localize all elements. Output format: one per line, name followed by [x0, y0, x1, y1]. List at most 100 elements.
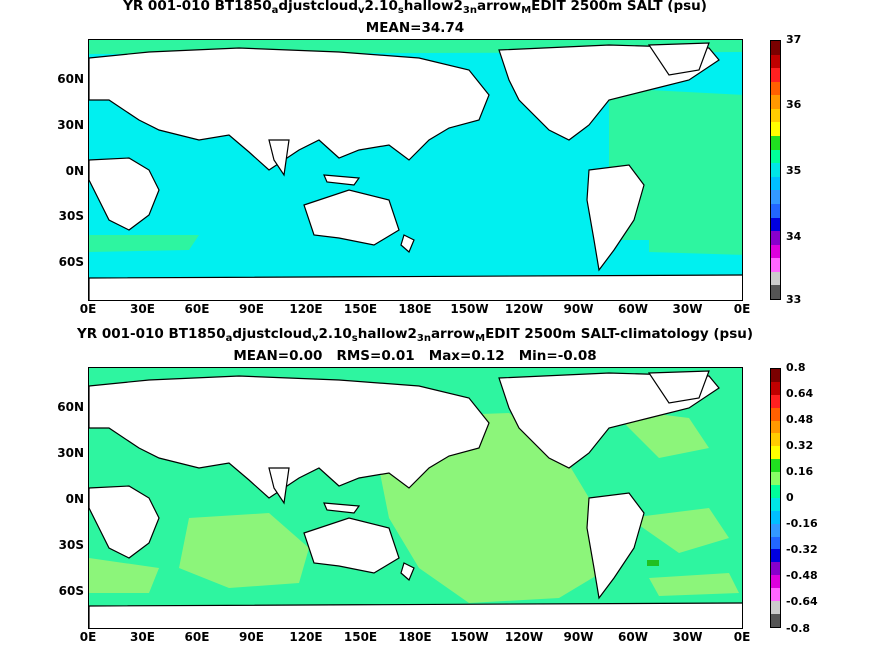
x-tick-label: 90W: [563, 630, 594, 644]
colorbar-swatch: [771, 258, 780, 272]
colorbar-swatch: [771, 549, 780, 563]
eurasia: [89, 47, 490, 171]
colorbar-swatch: [771, 68, 780, 82]
colorbar-swatch: [771, 81, 780, 96]
south-america: [586, 164, 645, 272]
title-subscript: s: [351, 333, 358, 344]
colorbar-swatch: [771, 136, 780, 150]
x-tick-label: 0E: [733, 630, 751, 644]
anomaly-map: [88, 367, 743, 629]
colorbar-swatch: [771, 41, 780, 55]
southern-zone: [89, 235, 199, 252]
panel2-stats: MEAN=0.00 RMS=0.01 Max=0.12 Min=-0.08: [233, 348, 597, 364]
x-tick-label: 150E: [343, 302, 378, 316]
colorbar-swatch: [771, 190, 780, 204]
title-text: arrow: [477, 0, 522, 14]
colorbar-swatch: [771, 575, 780, 589]
y-tick-30S: 30S: [58, 209, 84, 223]
x-tick-label: 120W: [504, 630, 544, 644]
land: [89, 42, 742, 300]
title-subscript: v: [311, 333, 319, 344]
cb1-label: 36: [786, 98, 802, 111]
colorbar-swatch: [771, 588, 780, 602]
title-subscript: v: [358, 5, 365, 16]
new-zealand: [400, 562, 415, 582]
panel1-title: YR 001-010 BT1850adjustcloudv2.10shallow…: [0, 0, 830, 16]
colorbar-swatch: [771, 459, 780, 473]
x-tick-label: 180E: [398, 630, 432, 644]
y-tick-60N: 60N: [57, 72, 84, 86]
colorbar-swatch: [771, 217, 780, 232]
x-tick-label: 120E: [289, 630, 323, 644]
y-tick-0N: 0N: [65, 164, 84, 178]
x-tick-label: 60W: [618, 630, 648, 644]
title-text: 2.10: [318, 326, 352, 342]
colorbar-swatch: [771, 244, 780, 259]
title-text: EDIT 2500m SALT (psu): [531, 0, 707, 14]
cb2-label: 0.8: [786, 361, 806, 374]
cb2-label: 0: [786, 491, 794, 504]
colorbar-swatch: [771, 231, 780, 245]
southern-zone-2: [649, 225, 742, 255]
title-text: 2.10: [364, 0, 398, 14]
x-tick-label: 150W: [450, 302, 489, 316]
colorbar-swatch: [771, 601, 780, 614]
colorbar-swatch: [771, 381, 780, 395]
greenland: [647, 370, 710, 404]
title-subscript: M: [475, 333, 486, 344]
title-subscript: n: [423, 333, 431, 344]
title-text: YR 001-010 BT1850: [123, 0, 272, 14]
title-subscript: s: [397, 5, 404, 16]
indonesia: [323, 174, 361, 186]
title-subscript: a: [271, 5, 279, 16]
colorbar-swatch: [771, 510, 780, 524]
colorbar-swatch: [771, 203, 780, 218]
title-text: arrow: [430, 326, 476, 342]
cb2-label: 0.48: [786, 413, 814, 426]
cb2-label: -0.16: [786, 517, 818, 530]
colorbar-2: [770, 368, 781, 628]
x-tick-label: 60E: [184, 302, 210, 316]
colorbar-swatch: [771, 613, 780, 627]
colorbar-swatch: [771, 485, 780, 498]
x-tick-label: 150W: [450, 630, 489, 644]
title-text: EDIT 2500m SALT-climatology (psu): [485, 326, 754, 342]
x-tick-label: 60W: [618, 302, 648, 316]
x-tick-label: 30W: [672, 630, 703, 644]
colorbar-swatch: [771, 369, 780, 382]
x-tick-label: 180E: [398, 302, 432, 316]
india: [268, 139, 290, 177]
x-tick-label: 30W: [672, 302, 703, 316]
title-subscript: a: [225, 333, 233, 344]
y-tick-30S: 30S: [58, 538, 84, 552]
colorbar-swatch: [771, 562, 780, 576]
antarctica: [89, 602, 742, 628]
north-america: [498, 372, 720, 469]
title-text: djustcloud: [278, 0, 358, 14]
colorbar-1: [770, 40, 781, 300]
colorbar-swatch: [771, 285, 780, 299]
title-text: YR 001-010 BT1850: [76, 326, 226, 342]
y-tick-60N: 60N: [57, 400, 84, 414]
africa: [89, 485, 160, 559]
land: [89, 370, 742, 628]
title-text: djustcloud: [232, 326, 312, 342]
x-tick-label: 90E: [239, 302, 264, 316]
new-zealand: [400, 234, 415, 254]
colorbar-swatch: [771, 108, 780, 123]
title-subscript: M: [521, 5, 532, 16]
y-tick-0N: 0N: [65, 492, 84, 506]
colorbar-swatch: [771, 176, 780, 191]
colorbar-swatch: [771, 149, 780, 164]
cb2-label: -0.48: [786, 569, 818, 582]
colorbar-swatch: [771, 122, 780, 137]
x-tick-label: 120E: [289, 302, 323, 316]
cb2-label: 0.32: [786, 439, 814, 452]
cb2-label: -0.32: [786, 543, 818, 556]
title-text: hallow2: [403, 0, 463, 14]
colorbar-swatch: [771, 536, 780, 550]
colorbar-swatch: [771, 497, 780, 511]
colorbar-swatch: [771, 433, 780, 447]
x-tick-label: 120W: [504, 302, 544, 316]
cb2-label: -0.64: [786, 595, 818, 608]
